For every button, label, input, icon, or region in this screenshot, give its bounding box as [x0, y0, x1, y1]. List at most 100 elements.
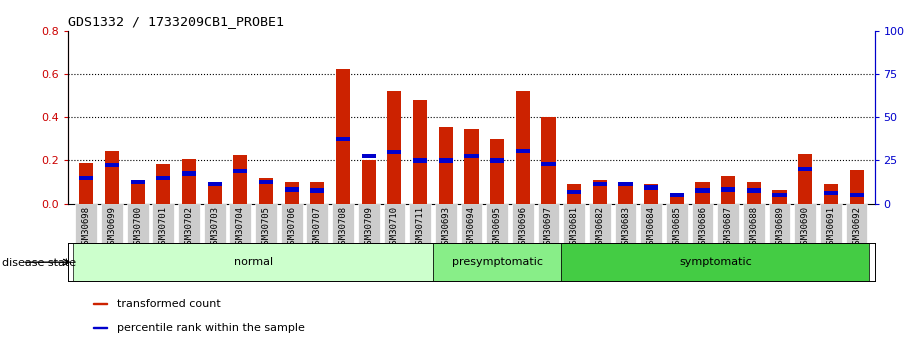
FancyBboxPatch shape	[127, 204, 148, 243]
Bar	[74, 243, 433, 281]
Text: GSM30684: GSM30684	[647, 206, 656, 248]
FancyBboxPatch shape	[435, 204, 456, 243]
FancyBboxPatch shape	[769, 204, 791, 243]
Bar	[105, 151, 119, 204]
Text: GSM30695: GSM30695	[493, 206, 502, 248]
Text: GSM30701: GSM30701	[159, 206, 168, 248]
Bar	[93, 327, 107, 328]
FancyBboxPatch shape	[306, 204, 328, 243]
FancyBboxPatch shape	[794, 204, 816, 243]
Text: GSM30702: GSM30702	[185, 206, 193, 248]
Bar	[490, 158, 504, 162]
Text: transformed count: transformed count	[117, 299, 220, 309]
Bar	[593, 180, 607, 204]
Bar	[233, 169, 248, 173]
Bar	[516, 149, 530, 153]
Bar	[670, 193, 684, 197]
FancyBboxPatch shape	[255, 204, 277, 243]
Text: GSM30708: GSM30708	[339, 206, 348, 248]
FancyBboxPatch shape	[358, 204, 380, 243]
Bar	[516, 91, 530, 204]
Bar	[311, 182, 324, 204]
Bar	[387, 91, 402, 204]
FancyBboxPatch shape	[384, 204, 405, 243]
Bar	[259, 178, 273, 204]
Text: GSM30682: GSM30682	[595, 206, 604, 248]
Text: GSM30707: GSM30707	[312, 206, 322, 248]
Bar	[130, 180, 145, 184]
Bar	[773, 189, 786, 204]
Bar	[157, 176, 170, 180]
Text: GSM30704: GSM30704	[236, 206, 245, 248]
Text: symptomatic: symptomatic	[679, 257, 752, 267]
Text: GSM30696: GSM30696	[518, 206, 527, 248]
Bar	[541, 161, 556, 166]
Text: GSM30698: GSM30698	[82, 206, 91, 248]
Text: GSM30689: GSM30689	[775, 206, 784, 248]
Bar	[465, 154, 478, 158]
Bar	[850, 170, 864, 204]
Text: GSM30685: GSM30685	[672, 206, 681, 248]
Bar	[490, 139, 504, 204]
Bar	[182, 159, 196, 204]
Text: GSM30706: GSM30706	[287, 206, 296, 248]
Bar	[284, 187, 299, 192]
Text: GSM30697: GSM30697	[544, 206, 553, 248]
Text: GSM30694: GSM30694	[467, 206, 476, 248]
Bar	[130, 182, 145, 204]
Bar	[850, 193, 864, 197]
FancyBboxPatch shape	[563, 204, 585, 243]
Bar	[747, 188, 761, 193]
FancyBboxPatch shape	[691, 204, 713, 243]
Text: presymptomatic: presymptomatic	[452, 257, 543, 267]
Bar	[182, 171, 196, 176]
Bar	[208, 182, 221, 186]
FancyBboxPatch shape	[640, 204, 662, 243]
Text: GSM30683: GSM30683	[621, 206, 630, 248]
FancyBboxPatch shape	[281, 204, 302, 243]
Bar	[311, 188, 324, 193]
Bar	[644, 184, 659, 204]
Text: GSM30711: GSM30711	[415, 206, 425, 248]
Bar	[695, 188, 710, 193]
Bar	[413, 100, 427, 204]
Bar	[157, 164, 170, 204]
Bar	[433, 243, 561, 281]
Text: GSM30693: GSM30693	[441, 206, 450, 248]
Text: disease state: disease state	[2, 258, 76, 268]
FancyBboxPatch shape	[152, 204, 174, 243]
FancyBboxPatch shape	[743, 204, 765, 243]
Bar	[670, 195, 684, 204]
Bar	[798, 167, 813, 171]
FancyBboxPatch shape	[333, 204, 354, 243]
FancyBboxPatch shape	[178, 204, 200, 243]
Text: normal: normal	[233, 257, 272, 267]
Bar	[747, 182, 761, 204]
Bar	[619, 182, 632, 186]
Bar	[541, 117, 556, 204]
FancyBboxPatch shape	[101, 204, 123, 243]
FancyBboxPatch shape	[204, 204, 226, 243]
Bar	[233, 155, 248, 204]
FancyBboxPatch shape	[512, 204, 534, 243]
Text: GSM30688: GSM30688	[750, 206, 758, 248]
Bar	[722, 187, 735, 192]
FancyBboxPatch shape	[820, 204, 842, 243]
Text: GSM30700: GSM30700	[133, 206, 142, 248]
Text: GSM30709: GSM30709	[364, 206, 374, 248]
Text: GSM30705: GSM30705	[261, 206, 271, 248]
FancyBboxPatch shape	[537, 204, 559, 243]
Bar	[593, 182, 607, 186]
Bar	[439, 127, 453, 204]
Bar	[439, 158, 453, 162]
Text: GSM30681: GSM30681	[569, 206, 578, 248]
Bar	[567, 184, 581, 204]
Text: GSM30692: GSM30692	[852, 206, 861, 248]
Bar	[824, 184, 838, 204]
Bar	[798, 154, 813, 204]
Text: GSM30687: GSM30687	[723, 206, 732, 248]
Bar	[619, 182, 632, 204]
FancyBboxPatch shape	[230, 204, 251, 243]
FancyBboxPatch shape	[615, 204, 637, 243]
Bar	[362, 160, 376, 204]
